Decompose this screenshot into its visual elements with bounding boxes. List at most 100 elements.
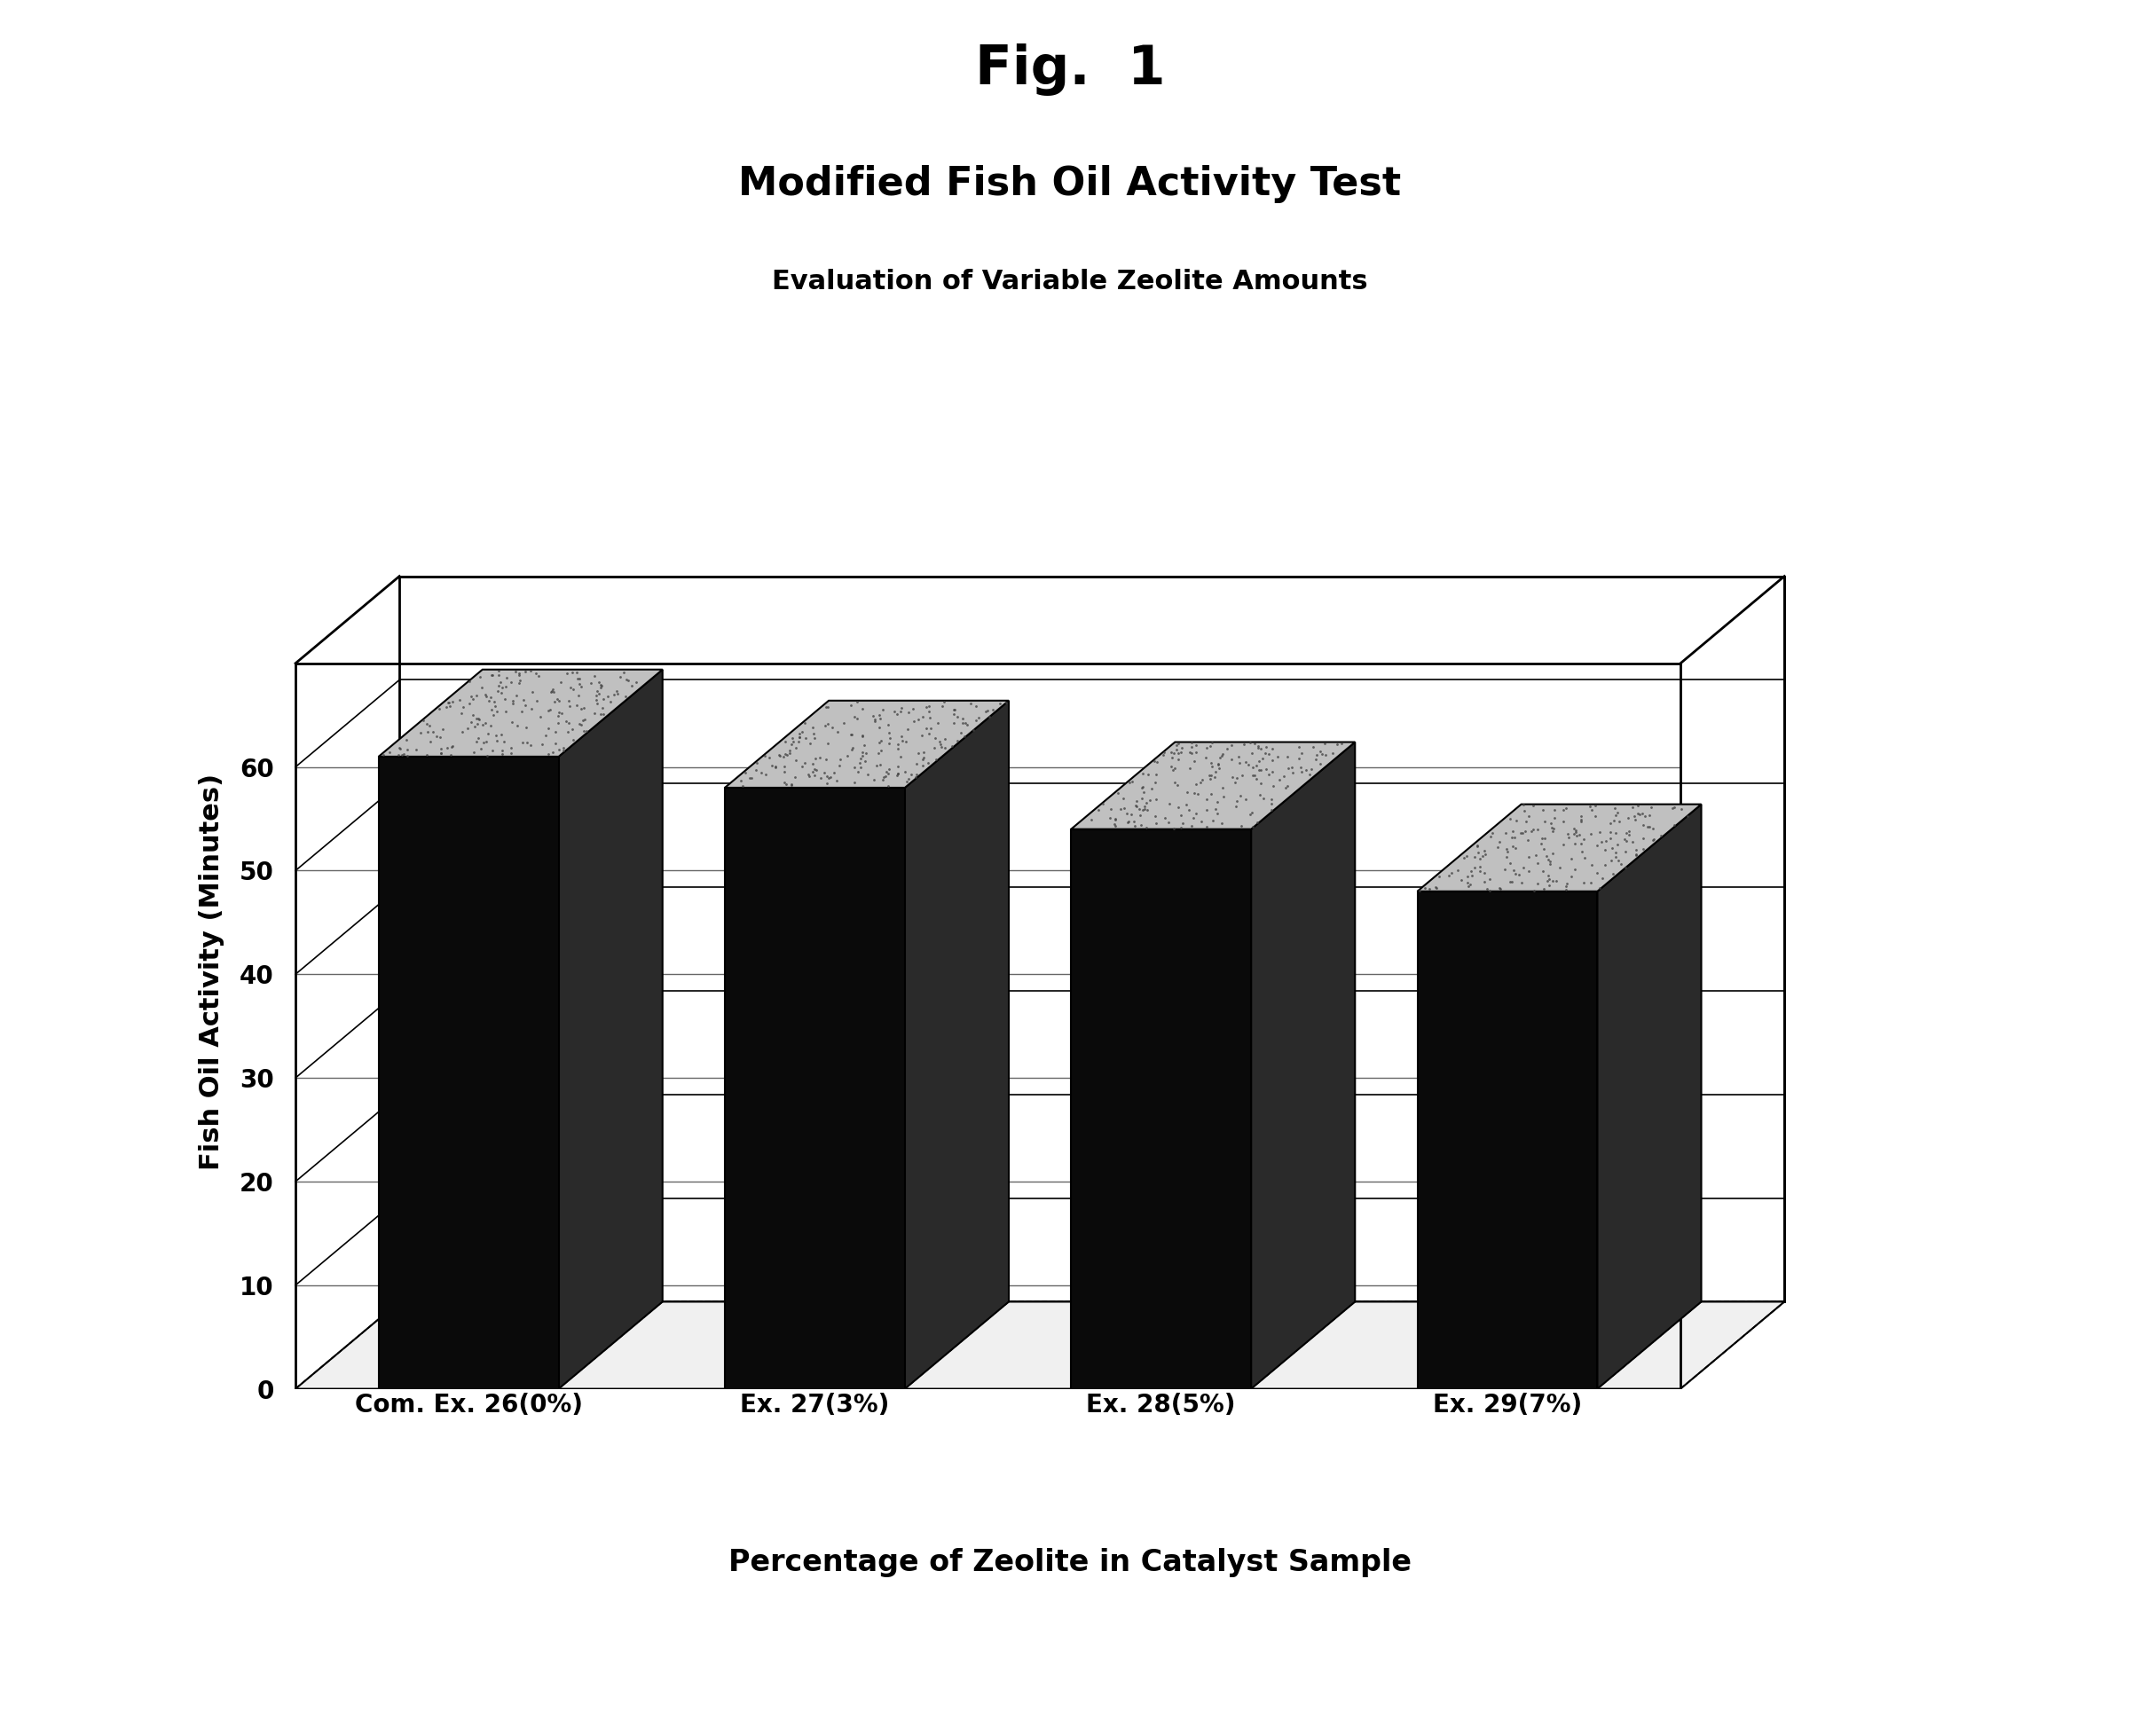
Point	[1284, 740, 1318, 767]
Point	[912, 698, 946, 726]
Point	[781, 724, 815, 752]
Point	[475, 661, 509, 689]
Point	[1284, 759, 1318, 786]
Point	[1575, 851, 1609, 878]
Point	[824, 745, 858, 773]
Point	[1635, 793, 1669, 821]
Point	[1408, 875, 1442, 903]
Point	[1098, 806, 1132, 833]
Point	[1121, 795, 1156, 823]
Point	[1164, 740, 1198, 767]
Point	[430, 734, 464, 762]
Point	[1496, 833, 1530, 861]
Point	[1164, 814, 1198, 842]
Point	[862, 713, 897, 741]
Point	[1564, 838, 1599, 866]
Point	[546, 734, 580, 762]
Point	[1626, 825, 1661, 852]
Point	[1106, 795, 1141, 823]
Point	[1504, 819, 1539, 847]
Point	[867, 766, 901, 793]
Point	[738, 750, 773, 778]
Point	[905, 720, 939, 748]
Point	[1175, 812, 1209, 840]
Polygon shape	[1596, 804, 1701, 1389]
Point	[1194, 779, 1228, 807]
Point	[895, 760, 929, 788]
Point	[462, 705, 496, 733]
Point	[477, 687, 511, 715]
Point	[1132, 786, 1166, 814]
Point	[608, 660, 642, 687]
Point	[520, 687, 554, 715]
Point	[777, 727, 811, 755]
Point	[1459, 832, 1494, 859]
Point	[1522, 849, 1556, 877]
Point	[1224, 760, 1258, 788]
Point	[608, 682, 642, 710]
Point	[811, 729, 845, 757]
Point	[1644, 821, 1678, 849]
Point	[556, 675, 591, 703]
Point	[1564, 802, 1599, 830]
Point	[858, 707, 892, 734]
Point	[1243, 757, 1278, 785]
Point	[456, 701, 490, 729]
Point	[479, 677, 514, 705]
Point	[845, 741, 880, 769]
Point	[556, 715, 591, 743]
Point	[426, 715, 460, 743]
Point	[1134, 774, 1168, 802]
Point	[1631, 812, 1665, 840]
Point	[541, 687, 576, 715]
Point	[1616, 793, 1650, 821]
Point	[1656, 811, 1691, 838]
Point	[1175, 733, 1209, 760]
Point	[1213, 731, 1248, 759]
Point	[1228, 785, 1263, 812]
Point	[1459, 832, 1494, 859]
Point	[880, 734, 914, 762]
Point	[381, 741, 415, 769]
Point	[914, 715, 948, 743]
Point	[758, 753, 792, 781]
Point	[822, 719, 856, 746]
Polygon shape	[295, 1302, 1785, 1389]
Point	[601, 679, 636, 707]
Point	[976, 696, 1010, 724]
Point	[586, 686, 621, 713]
Point	[535, 740, 569, 767]
Point	[937, 696, 972, 724]
Point	[484, 679, 518, 707]
Point	[972, 696, 1006, 724]
Point	[1153, 738, 1188, 766]
Point	[839, 687, 873, 715]
Point	[882, 753, 916, 781]
Point	[599, 677, 633, 705]
Point	[1654, 795, 1688, 823]
Point	[1515, 818, 1549, 845]
Point	[1607, 825, 1641, 852]
Point	[783, 720, 817, 748]
Polygon shape	[1417, 804, 1701, 891]
Point	[578, 700, 612, 727]
Point	[869, 757, 903, 785]
Point	[490, 663, 524, 691]
Point	[927, 734, 961, 762]
Point	[1111, 807, 1145, 835]
Point	[884, 698, 918, 726]
Point	[1507, 790, 1541, 818]
Point	[1128, 795, 1162, 823]
Point	[469, 727, 503, 755]
Point	[503, 668, 537, 696]
Point	[1224, 812, 1258, 840]
Point	[1160, 731, 1194, 759]
Point	[486, 736, 520, 764]
Point	[1526, 858, 1560, 885]
Point	[593, 687, 627, 715]
Point	[813, 764, 847, 792]
Point	[578, 661, 612, 689]
Point	[1594, 809, 1629, 837]
Point	[749, 760, 783, 788]
Point	[1162, 729, 1196, 757]
